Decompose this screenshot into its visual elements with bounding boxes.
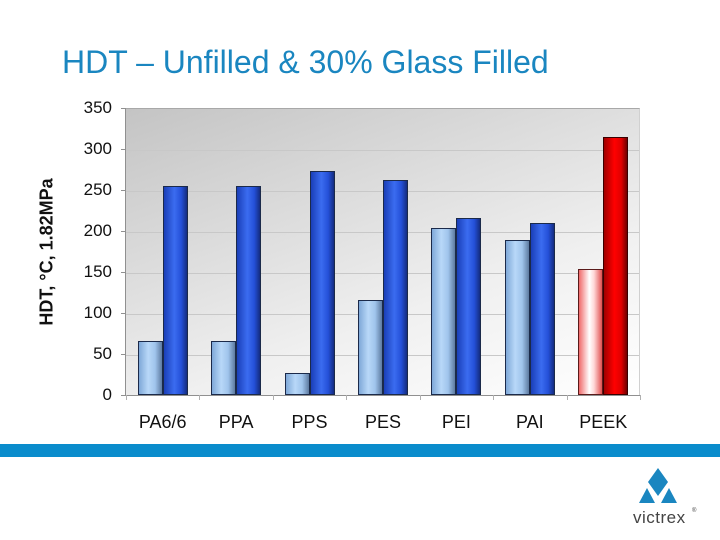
x-category-label: PES — [364, 412, 402, 432]
x-category-label: PPA — [218, 412, 254, 432]
bar-pps-glass-filled — [309, 171, 335, 395]
plot-area — [126, 108, 640, 395]
gridline — [126, 150, 639, 151]
bar-pes-glass-filled — [383, 180, 408, 395]
bar-pei-unfilled — [431, 227, 457, 395]
gridline — [126, 191, 639, 192]
y-tick — [121, 108, 126, 109]
y-tick — [121, 354, 126, 355]
y-tick-label: 350 — [83, 98, 112, 117]
slide-title: HDT – Unfilled & 30% Glass Filled — [62, 44, 549, 80]
y-tick — [121, 313, 126, 314]
bar-peek-glass-filled — [603, 136, 629, 395]
y-tick — [121, 231, 126, 232]
x-category-label: PA6/6 — [138, 412, 187, 432]
y-tick-label: 50 — [93, 344, 112, 363]
y-tick — [121, 395, 126, 396]
x-tick — [419, 395, 421, 400]
x-tick — [272, 395, 274, 400]
bar-pai-unfilled — [504, 240, 530, 395]
bar-pei-glass-filled — [456, 217, 482, 395]
x-category-label: PPS — [291, 412, 328, 432]
x-axis-line — [121, 395, 641, 396]
x-tick — [566, 395, 568, 400]
bar-pes-unfilled — [358, 299, 383, 395]
bar-peek-unfilled — [578, 268, 604, 395]
y-axis-title: HDT, °C, 1.82MPa — [36, 178, 57, 326]
x-tick — [126, 395, 127, 400]
x-tick — [640, 395, 641, 400]
x-tick — [346, 395, 348, 400]
x-category-label: PEI — [441, 412, 471, 432]
y-tick-label: 250 — [83, 180, 112, 199]
y-tick-label: 300 — [83, 139, 112, 158]
victrex-logo-icon — [639, 468, 677, 503]
logo-text: victrex — [633, 508, 686, 527]
x-tick — [199, 395, 201, 400]
bar-pps-unfilled — [284, 372, 310, 395]
bar-pa66-glass-filled — [162, 185, 188, 395]
gridline — [126, 273, 639, 274]
bar-pai-glass-filled — [529, 222, 555, 395]
x-category-label: PAI — [516, 412, 544, 432]
y-tick-label: 0 — [102, 385, 112, 404]
x-category-label: PEEK — [579, 412, 628, 432]
y-tick-label: 150 — [83, 262, 112, 281]
registered-mark: ® — [692, 508, 697, 514]
y-tick — [121, 272, 126, 273]
bar-ppa-unfilled — [211, 340, 237, 395]
y-tick — [121, 190, 126, 191]
y-tick — [121, 149, 126, 150]
y-axis-line — [125, 108, 126, 396]
x-tick — [493, 395, 495, 400]
gridline — [126, 232, 639, 233]
footer-band — [0, 444, 720, 457]
y-tick-label: 100 — [83, 303, 112, 322]
bar-ppa-glass-filled — [236, 185, 262, 395]
bar-pa66-unfilled — [137, 340, 163, 395]
y-tick-label: 200 — [83, 221, 112, 240]
